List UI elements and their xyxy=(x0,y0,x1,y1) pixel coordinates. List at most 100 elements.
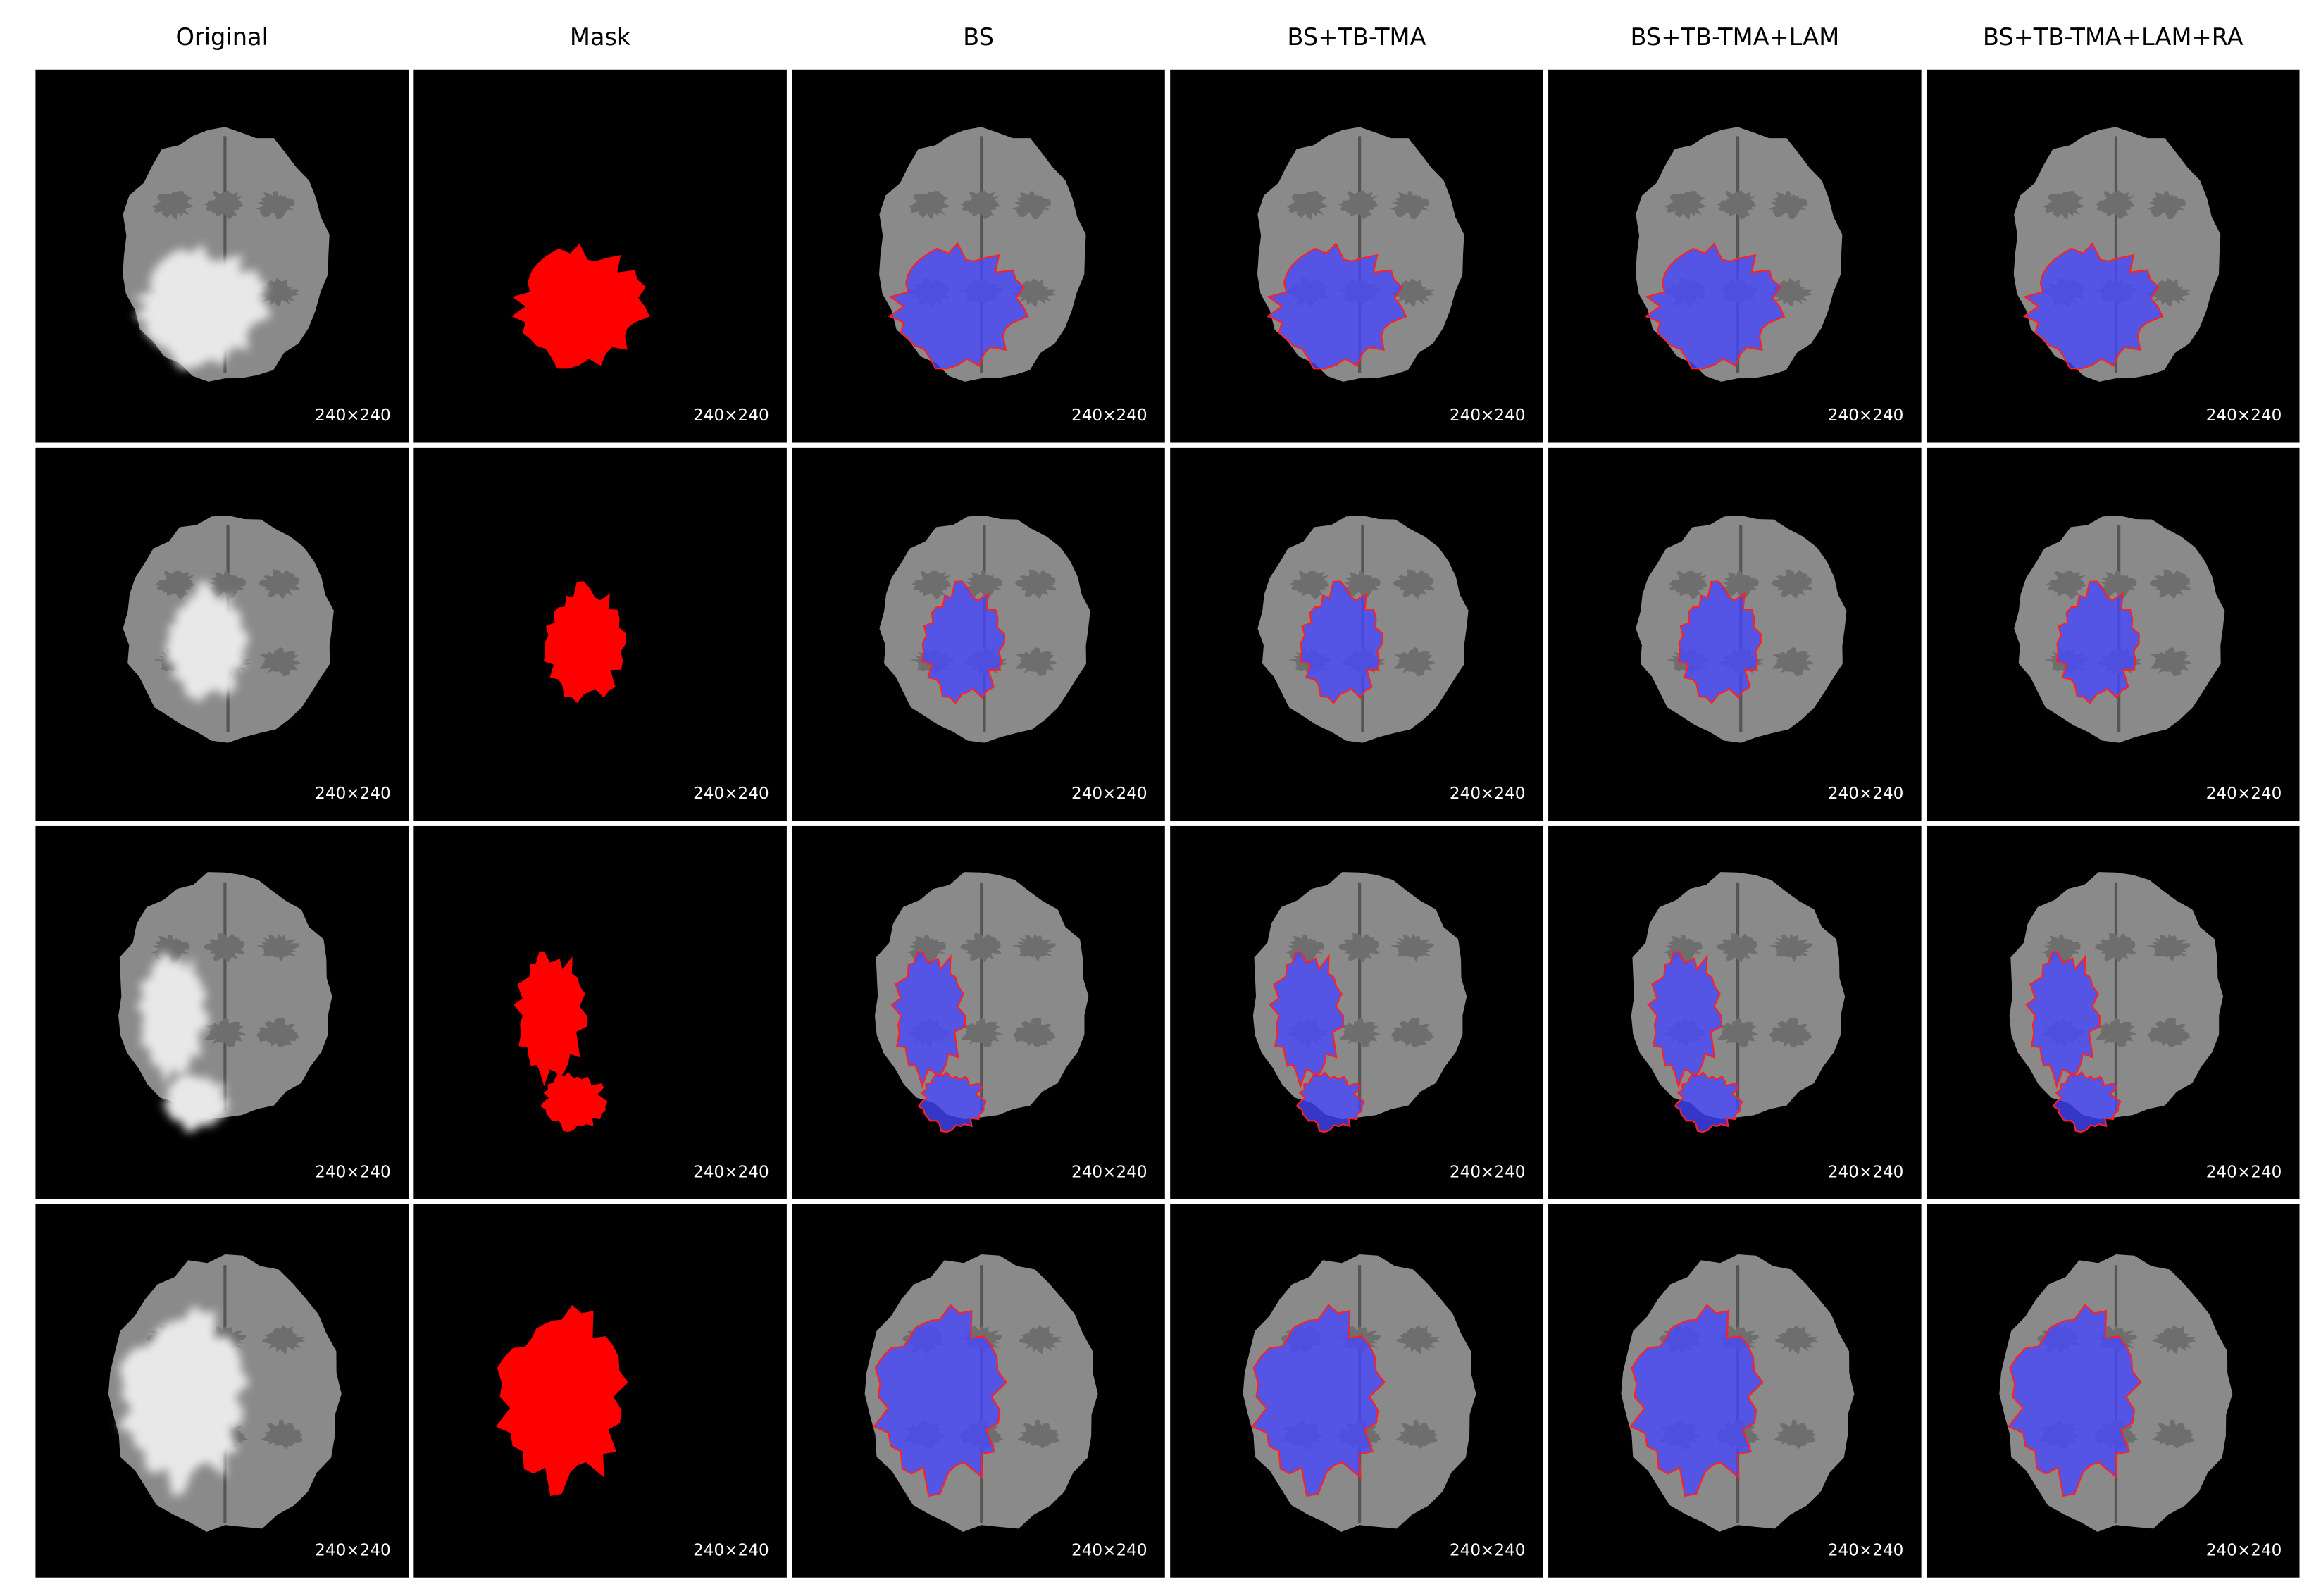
sulcus xyxy=(1772,569,1813,599)
size-label: 240×240 xyxy=(1828,785,1904,803)
sulcus xyxy=(1015,569,1057,599)
size-label: 240×240 xyxy=(1828,406,1904,425)
sulcus xyxy=(255,933,299,963)
size-label: 240×240 xyxy=(315,1163,391,1181)
sulcus xyxy=(1667,570,1708,599)
sulcus xyxy=(1396,1325,1440,1354)
sulcus xyxy=(911,570,952,599)
mask xyxy=(495,1304,628,1496)
sulcus xyxy=(2150,569,2191,599)
image-cell: 240×240 xyxy=(1548,69,1922,443)
lesion xyxy=(118,1304,250,1496)
sulcus xyxy=(1395,1419,1438,1450)
sulcus xyxy=(256,191,295,220)
sulcus xyxy=(963,571,1002,599)
sulcus xyxy=(2153,1325,2197,1354)
prediction xyxy=(917,1071,987,1133)
prediction xyxy=(2025,951,2101,1089)
size-label: 240×240 xyxy=(1071,1541,1147,1559)
image-cell: 240×240 xyxy=(1548,1204,1922,1578)
sulcus xyxy=(204,933,245,963)
sulcus xyxy=(1772,647,1814,677)
column-title: BS+TB-TMA+LAM xyxy=(1630,23,1839,51)
sulcus xyxy=(2098,571,2137,599)
sulcus xyxy=(204,1018,246,1047)
image-cell: 240×240 xyxy=(1926,825,2300,1199)
image-cell: 240×240 xyxy=(413,447,787,821)
image-cell: 240×240 xyxy=(1548,447,1922,821)
image-cell: 240×240 xyxy=(1548,825,1922,1199)
sulcus xyxy=(2150,647,2192,677)
image-cell: 240×240 xyxy=(35,1204,409,1578)
prediction xyxy=(2022,242,2164,370)
image-cell: 240×240 xyxy=(35,825,409,1199)
size-label: 240×240 xyxy=(2206,406,2282,425)
sulcus xyxy=(2146,933,2191,963)
size-label: 240×240 xyxy=(2206,1541,2282,1559)
image-cell: 240×240 xyxy=(792,447,1165,821)
size-label: 240×240 xyxy=(315,1541,391,1559)
column-title: BS+TB-TMA xyxy=(1287,23,1426,51)
sulcus xyxy=(204,190,244,220)
size-label: 240×240 xyxy=(315,406,391,425)
sulcus xyxy=(1393,569,1435,599)
sulcus xyxy=(960,190,1000,220)
cell-background xyxy=(413,825,787,1199)
image-cell: 240×240 xyxy=(413,825,787,1199)
image-cell: 240×240 xyxy=(1926,447,2300,821)
size-label: 240×240 xyxy=(1071,406,1147,425)
column-title: Mask xyxy=(570,23,631,51)
sulcus xyxy=(1719,571,1759,599)
image-cell: 240×240 xyxy=(413,1204,787,1578)
sulcus xyxy=(1012,191,1052,220)
sulcus xyxy=(1338,190,1379,220)
size-label: 240×240 xyxy=(693,1163,769,1181)
prediction xyxy=(1647,951,1722,1089)
cell-background xyxy=(413,69,787,443)
sulcus xyxy=(2094,190,2135,220)
sulcus xyxy=(1012,933,1056,963)
prediction xyxy=(1269,951,1345,1089)
sulcus xyxy=(1774,1419,1816,1450)
prediction xyxy=(1295,1071,1365,1133)
prediction xyxy=(2007,1304,2142,1497)
size-label: 240×240 xyxy=(1450,406,1526,425)
sulcus xyxy=(2095,1018,2137,1047)
sulcus xyxy=(2147,1018,2191,1047)
sulcus xyxy=(2095,933,2136,963)
size-label: 240×240 xyxy=(2206,785,2282,803)
prediction xyxy=(1299,580,1383,704)
image-cell: 240×240 xyxy=(1170,69,1543,443)
image-cell: 240×240 xyxy=(1926,1204,2300,1578)
prediction xyxy=(890,951,966,1089)
sulcus xyxy=(2146,191,2186,220)
sulcus xyxy=(1664,191,1707,220)
size-label: 240×240 xyxy=(1071,1163,1147,1181)
lesion xyxy=(162,1072,230,1133)
mask xyxy=(540,1072,608,1133)
column-title: BS xyxy=(963,23,994,51)
sulcus xyxy=(1012,1018,1057,1047)
lesion xyxy=(166,581,249,704)
sulcus xyxy=(1015,647,1057,677)
image-cell: 240×240 xyxy=(35,447,409,821)
sulcus xyxy=(1717,1018,1759,1047)
lesion xyxy=(135,952,209,1087)
image-cell: 240×240 xyxy=(792,825,1165,1199)
image-cell: 240×240 xyxy=(1170,447,1543,821)
prediction xyxy=(1644,242,1786,370)
size-label: 240×240 xyxy=(2206,1163,2282,1181)
sulcus xyxy=(262,1325,306,1354)
sulcus xyxy=(151,191,194,220)
size-label: 240×240 xyxy=(1071,785,1147,803)
sulcus xyxy=(1774,1325,1819,1354)
sulcus xyxy=(2046,570,2086,599)
sulcus xyxy=(908,191,950,220)
sulcus xyxy=(1769,1018,1813,1047)
prediction xyxy=(1629,1304,1764,1497)
sulcus xyxy=(961,1018,1002,1047)
sulcus xyxy=(1338,933,1380,963)
image-cell: 240×240 xyxy=(1170,825,1543,1199)
